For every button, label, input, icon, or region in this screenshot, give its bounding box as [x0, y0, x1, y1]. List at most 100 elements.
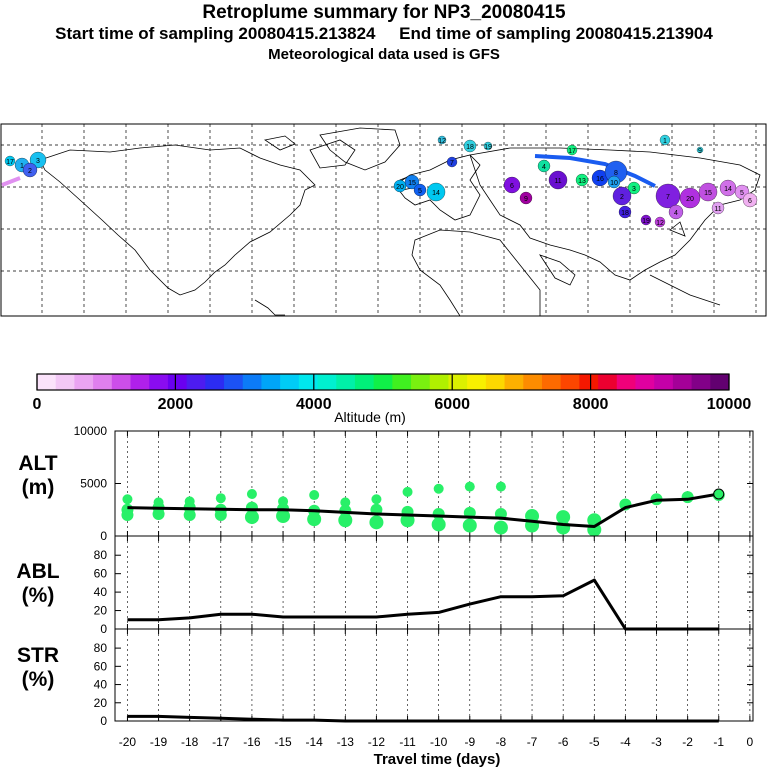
- x-tick-label: -6: [558, 735, 569, 749]
- cluster-label: 14: [724, 186, 732, 193]
- colorbar-swatch: [336, 374, 356, 390]
- cluster-label: 1: [20, 163, 24, 170]
- cluster-label: 20: [396, 184, 404, 191]
- colorbar-swatch: [298, 374, 319, 390]
- altitude-point: [340, 497, 351, 508]
- colorbar-swatch: [579, 374, 599, 390]
- cluster-label: 7: [450, 160, 454, 167]
- colorbar-swatch: [523, 374, 543, 390]
- plume-cluster-dot: [537, 159, 551, 173]
- plume-cluster-dot: [612, 186, 632, 206]
- altitude-point: [433, 483, 444, 494]
- x-axis-label: Travel time (days): [374, 751, 501, 768]
- altitude-point: [214, 509, 227, 521]
- colorbar-tick-label: 8000: [573, 396, 609, 413]
- plume-cluster-dot: [618, 205, 632, 219]
- colorbar-swatch: [261, 374, 281, 390]
- plume-cluster-dot: [503, 176, 521, 194]
- altitude-point: [307, 512, 322, 527]
- cluster-label: 17: [568, 148, 576, 155]
- colorbar-swatch: [93, 374, 113, 390]
- plume-cluster-dot: [566, 144, 578, 156]
- plume-cluster-dot: [711, 201, 725, 215]
- colorbar-swatch: [167, 374, 188, 390]
- cluster-label: 9: [698, 148, 702, 155]
- colorbar-tick-label: 0: [33, 396, 42, 413]
- altitude-point: [244, 510, 259, 525]
- colorbar-swatch: [541, 374, 562, 390]
- x-tick-label: -2: [682, 735, 693, 749]
- plume-cluster-dot: [483, 141, 493, 151]
- plume-cluster-dot: [640, 214, 652, 226]
- panel-unit-abl: (%): [22, 584, 55, 607]
- x-tick-label: -1: [713, 735, 724, 749]
- altitude-point: [371, 494, 382, 505]
- x-tick-label: -4: [620, 735, 631, 749]
- series-line-alt: [127, 492, 720, 528]
- altitude-point: [215, 493, 226, 504]
- sampling-times: Start time of sampling 20080415.213824 E…: [55, 24, 713, 43]
- colorbar-swatch: [411, 374, 431, 390]
- altitude-point: [495, 481, 506, 492]
- y-tick-label: 20: [94, 696, 108, 710]
- panel-label-alt: ALT: [18, 452, 57, 475]
- colorbar-swatch: [672, 374, 693, 390]
- colorbar-tick-label: 6000: [434, 396, 470, 413]
- chart-title: Retroplume summary for NP3_20080415: [202, 2, 566, 23]
- x-tick-label: -12: [368, 735, 386, 749]
- colorbar-swatch: [654, 374, 674, 390]
- cluster-label: 15: [704, 190, 712, 197]
- altitude-point: [183, 509, 196, 521]
- x-tick-label: -17: [212, 735, 230, 749]
- x-tick-label: -3: [651, 735, 662, 749]
- map-frame: [0, 123, 767, 317]
- plume-trajectory-west: [1, 176, 21, 187]
- series-line-abl: [127, 578, 719, 631]
- map-grid: [1, 124, 766, 316]
- y-tick-label: 5000: [80, 477, 107, 491]
- x-tick-label: -14: [306, 735, 324, 749]
- cluster-label: 9: [524, 196, 528, 203]
- altitude-point: [369, 515, 384, 530]
- colorbar-swatch: [467, 374, 487, 390]
- cluster-label: 3: [36, 158, 40, 165]
- colorbar-tick-label: 4000: [296, 396, 332, 413]
- y-tick-label: 40: [94, 585, 108, 599]
- panel-label-abl: ABL: [16, 560, 59, 583]
- altitude-point: [246, 489, 257, 499]
- cluster-label: 15: [408, 180, 416, 187]
- x-tick-label: -9: [464, 735, 475, 749]
- altitude-point: [122, 494, 133, 505]
- y-tick-label: 0: [100, 714, 107, 728]
- altitude-point: [556, 510, 571, 525]
- x-tick-label: -18: [181, 735, 199, 749]
- plume-cluster-dot: [29, 151, 47, 169]
- plume-cluster-dot: [519, 191, 533, 205]
- plume-cluster-dot: [607, 175, 621, 189]
- plume-cluster-dot: [413, 183, 427, 197]
- cluster-label: 6: [510, 183, 514, 190]
- colorbar-swatch: [317, 374, 337, 390]
- plume-cluster-dot: [719, 179, 737, 197]
- x-tick-label: -7: [527, 735, 538, 749]
- cluster-label: 1: [663, 138, 667, 145]
- altitude-point: [152, 507, 165, 520]
- colorbar-label: Altitude (m): [334, 409, 406, 425]
- altitude-colorbar: 0 2000 4000 6000 8000 10000: [33, 373, 751, 413]
- panel-label-str: STR: [17, 644, 59, 667]
- cluster-label: 3: [632, 186, 636, 193]
- altitude-point: [402, 486, 413, 497]
- colorbar-swatch: [373, 374, 393, 390]
- colorbar-swatch: [448, 374, 468, 390]
- cluster-label: 8: [614, 170, 618, 177]
- time-series-panels: 0500010000ALT(m)020406080ABL(%)020406080…: [16, 424, 753, 749]
- colorbar-swatch: [130, 374, 150, 390]
- y-tick-label: 0: [100, 529, 107, 543]
- colorbar-swatch: [691, 374, 711, 390]
- cluster-label: 17: [6, 159, 14, 166]
- x-tick-label: -5: [589, 735, 600, 749]
- plume-cluster-dot: [393, 179, 407, 193]
- y-tick-label: 80: [94, 641, 108, 655]
